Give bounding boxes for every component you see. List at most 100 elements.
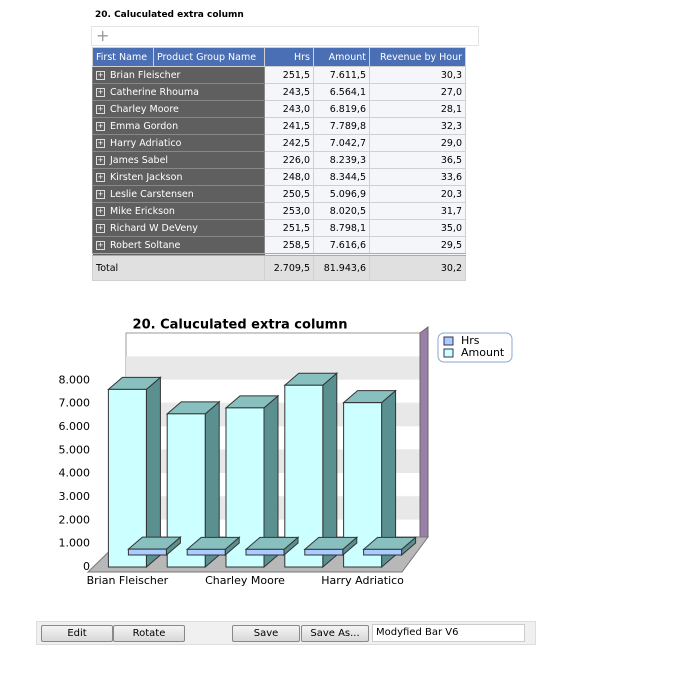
name-text: Kirsten Jackson [110, 171, 183, 183]
number-cell: 29,5 [369, 236, 466, 255]
legend-box [437, 332, 513, 363]
expand-icon[interactable]: + [96, 189, 105, 199]
legend-swatch [443, 336, 454, 346]
name-text: Emma Gordon [110, 120, 179, 132]
edit-button[interactable]: Edit [41, 625, 113, 642]
header-row: First Name Product Group Name Hrs Amount Rev… [92, 47, 466, 67]
expand-icon[interactable]: + [96, 223, 105, 233]
x-tick-label: Harry Adriatico [321, 574, 404, 587]
name-text: Catherine Rhouma [110, 86, 200, 98]
number-cell: 5.096,9 [313, 185, 370, 203]
save-as-button[interactable]: Save As... [301, 625, 369, 642]
table-panel: + First Name Product Group Name Hrs Amount R… [91, 26, 481, 292]
total-row: Total 2.709,5 81.943,6 30,2 [92, 253, 466, 281]
number-cell: 241,5 [264, 117, 314, 135]
number-cell: 251,5 [264, 66, 314, 84]
side-wall [419, 326, 429, 544]
bar [363, 548, 403, 556]
table-title: 20. Caluculated extra column [95, 10, 244, 20]
number-cell: 8.344,5 [313, 168, 370, 186]
y-tick-label: 5.000 [59, 443, 91, 456]
data-row: + Brian Fleischer 251,5 7.611,5 30,3 [92, 66, 466, 84]
data-row: + Charley Moore 243,0 6.819,6 28,1 [92, 100, 466, 118]
number-cell: 35,0 [369, 219, 466, 237]
column-header: Product Group Name [153, 47, 265, 67]
number-cell: 27,0 [369, 83, 466, 101]
toolbar: Edit Rotate Save Save As... Modyfied Bar… [36, 621, 536, 645]
name-text: Robert Soltane [110, 239, 181, 251]
legend-label: Amount [461, 346, 505, 359]
expand-icon[interactable]: + [96, 70, 105, 80]
expand-icon[interactable]: + [96, 87, 105, 97]
data-row: + James Sabel 226,0 8.239,3 36,5 [92, 151, 466, 169]
data-row: + Harry Adriatico 242,5 7.042,7 29,0 [92, 134, 466, 152]
y-tick-label: 2.000 [59, 513, 91, 526]
bar [186, 548, 226, 556]
y-tick-label: 7.000 [59, 397, 91, 410]
name-text: Mike Erickson [110, 205, 175, 217]
number-cell: 250,5 [264, 185, 314, 203]
data-row: + Emma Gordon 241,5 7.789,8 32,3 [92, 117, 466, 135]
legend-label: Hrs [461, 334, 480, 347]
name-text: Harry Adriatico [110, 137, 182, 149]
number-cell: 243,5 [264, 83, 314, 101]
grid-band [126, 356, 420, 380]
name-text: Richard W DeVeny [110, 222, 198, 234]
x-tick-label: Charley Moore [205, 574, 285, 587]
column-header: Revenue by Hour [369, 47, 466, 67]
expand-icon[interactable]: + [96, 206, 105, 216]
name-text: James Sabel [110, 154, 169, 166]
y-tick-label: 8.000 [59, 373, 91, 386]
total-label: Total [92, 253, 265, 281]
x-tick-label: Brian Fleischer [87, 574, 169, 587]
number-cell: 8.020,5 [313, 202, 370, 220]
expand-icon[interactable]: + [96, 172, 105, 182]
name-field[interactable]: Modyfied Bar V6 [372, 624, 525, 642]
expand-icon[interactable]: + [96, 121, 105, 131]
number-cell: 20,3 [369, 185, 466, 203]
total-cell: 2.709,5 [264, 253, 314, 281]
data-row: + Catherine Rhouma 243,5 6.564,1 27,0 [92, 83, 466, 101]
expand-icon[interactable]: + [96, 155, 105, 165]
number-cell: 29,0 [369, 134, 466, 152]
add-button[interactable]: + [91, 26, 479, 46]
number-cell: 8.239,3 [313, 151, 370, 169]
total-cell: 30,2 [369, 253, 466, 281]
y-tick-label: 0 [83, 560, 90, 573]
save-button[interactable]: Save [232, 625, 300, 642]
y-tick-label: 3.000 [59, 490, 91, 503]
data-row: + Mike Erickson 253,0 8.020,5 31,7 [92, 202, 466, 220]
expand-icon[interactable]: + [96, 104, 105, 114]
bar [127, 548, 167, 556]
data-row: + Robert Soltane 258,5 7.616,6 29,5 [92, 236, 466, 255]
bar [304, 548, 344, 556]
number-cell: 248,0 [264, 168, 314, 186]
name-cell: + Robert Soltane [92, 236, 265, 255]
rotate-button[interactable]: Rotate [113, 625, 185, 642]
data-table: First Name Product Group Name Hrs Amount Rev… [92, 47, 466, 281]
y-tick-label: 4.000 [59, 467, 91, 480]
number-cell: 7.611,5 [313, 66, 370, 84]
name-cell: + Catherine Rhouma [92, 83, 265, 101]
number-cell: 6.819,6 [313, 100, 370, 118]
data-row: + Leslie Carstensen 250,5 5.096,9 20,3 [92, 185, 466, 203]
name-cell: + Leslie Carstensen [92, 185, 265, 203]
bar [284, 384, 324, 568]
number-cell: 242,5 [264, 134, 314, 152]
column-header: First Name [92, 47, 154, 67]
name-cell: + Emma Gordon [92, 117, 265, 135]
column-header: Amount [313, 47, 370, 67]
name-text: Charley Moore [110, 103, 179, 115]
number-cell: 31,7 [369, 202, 466, 220]
y-tick-label: 6.000 [59, 420, 91, 433]
number-cell: 8.798,1 [313, 219, 370, 237]
name-cell: + Brian Fleischer [92, 66, 265, 84]
y-tick-label: 1.000 [59, 537, 91, 550]
chart-title: 20. Caluculated extra column [133, 318, 348, 333]
expand-icon[interactable]: + [96, 240, 105, 250]
column-header: Hrs [264, 47, 314, 67]
bar [107, 388, 147, 568]
expand-icon[interactable]: + [96, 138, 105, 148]
name-cell: + Harry Adriatico [92, 134, 265, 152]
